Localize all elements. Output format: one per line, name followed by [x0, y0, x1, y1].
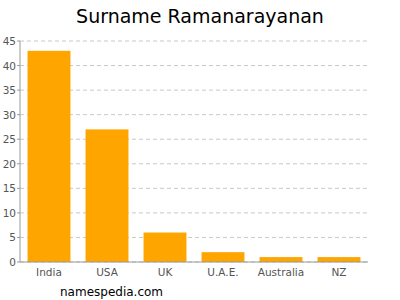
x-tick-label: USA: [96, 266, 119, 278]
bar: [318, 257, 361, 262]
title: Surname Ramanarayanan: [76, 5, 324, 27]
grid-line: [20, 139, 368, 140]
bar: [260, 257, 303, 262]
y-tick-label: 35: [3, 84, 16, 96]
x-tick-label: U.A.E.: [207, 266, 238, 278]
source: namespedia.com: [60, 285, 163, 299]
x-tick-label: NZ: [331, 266, 346, 278]
x-tick-label: UK: [158, 266, 174, 278]
grid-line: [20, 41, 368, 42]
grid-line: [20, 90, 368, 91]
y-tick-label: 45: [3, 35, 16, 47]
y-tick-label: 10: [3, 207, 16, 219]
y-axis: [20, 41, 21, 262]
y-tick-label: 20: [3, 158, 16, 170]
grid-line: [20, 212, 368, 213]
bar: [86, 129, 129, 262]
bar: [28, 51, 71, 262]
grid-line: [20, 188, 368, 189]
y-tick-label: 0: [9, 256, 16, 268]
bar: [202, 252, 245, 262]
bars: [28, 51, 361, 262]
x-tick-label: Australia: [258, 266, 304, 278]
y-tick-label: 40: [3, 60, 16, 72]
x-tick-label: India: [36, 266, 62, 278]
bar: [144, 233, 187, 262]
chart-container: Surname Ramanarayanan 0 5 10 15 20 25 30 35 40 45 I…: [0, 0, 400, 300]
x-axis: [20, 262, 368, 263]
chart-svg: Surname Ramanarayanan 0 5 10 15 20 25 30 35 40 45 I…: [0, 0, 400, 300]
grid-line: [20, 163, 368, 164]
y-tick-label: 30: [3, 109, 16, 121]
grid-line: [20, 114, 368, 115]
y-tick-label: 25: [3, 133, 16, 145]
y-tick-label: 15: [3, 182, 16, 194]
grid-line: [20, 237, 368, 238]
y-tick-label: 5: [9, 231, 16, 243]
grid-line: [20, 262, 368, 263]
grid-line: [20, 65, 368, 66]
